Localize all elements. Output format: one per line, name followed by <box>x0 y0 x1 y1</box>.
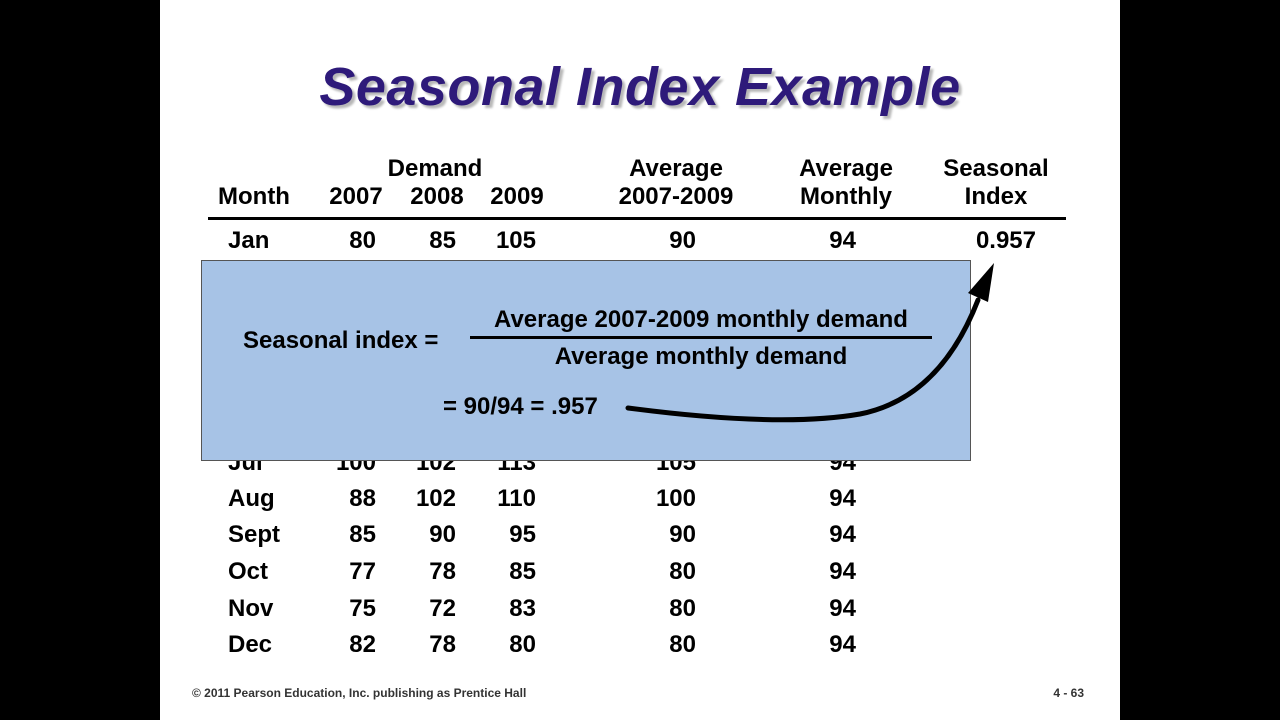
month-cell: Aug <box>228 485 275 512</box>
formula-calculation: = 90/94 = .957 <box>443 393 598 420</box>
formula-numerator: Average 2007-2009 monthly demand <box>494 306 908 333</box>
formula-lhs: Seasonal index = <box>243 327 439 354</box>
header-avg-monthly-line2: Monthly <box>800 183 892 210</box>
header-avg-monthly-line1: Average <box>799 155 893 182</box>
avg-monthly-cell: 94 <box>829 631 856 658</box>
demand-2009-cell: 83 <box>509 595 536 622</box>
demand-2007-cell: 80 <box>349 227 376 254</box>
demand-2008-cell: 85 <box>429 227 456 254</box>
demand-2009-cell: 85 <box>509 558 536 585</box>
avg-monthly-cell: 94 <box>829 595 856 622</box>
average-cell: 80 <box>669 631 696 658</box>
average-cell: 100 <box>655 485 696 512</box>
formula-callout: Seasonal index = Average 2007-2009 month… <box>201 260 971 461</box>
demand-2007-cell: 88 <box>349 485 376 512</box>
header-2007: 2007 <box>329 183 383 210</box>
avg-monthly-cell: 94 <box>829 558 856 585</box>
avg-monthly-cell: 94 <box>829 485 856 512</box>
average-cell: 90 <box>669 227 696 254</box>
demand-2008-cell: 72 <box>429 595 456 622</box>
demand-2008-cell: 102 <box>415 485 456 512</box>
month-cell: Jan <box>228 227 270 254</box>
avg-monthly-cell: 94 <box>829 227 856 254</box>
avg-monthly-cell: 94 <box>829 521 856 548</box>
header-rule <box>208 217 1066 220</box>
seasonal-index-cell: 0.957 <box>975 227 1036 254</box>
average-cell: 80 <box>669 558 696 585</box>
header-month: Month <box>218 183 290 210</box>
month-cell: Nov <box>228 595 274 622</box>
demand-2007-cell: 77 <box>349 558 376 585</box>
header-2009: 2009 <box>490 183 544 210</box>
fraction-bar <box>470 336 932 339</box>
copyright-footer: © 2011 Pearson Education, Inc. publishin… <box>192 686 527 700</box>
header-demand: Demand <box>387 155 483 182</box>
page-number: 4 - 63 <box>1053 686 1084 700</box>
month-cell: Dec <box>228 631 273 658</box>
month-cell: Oct <box>228 558 269 585</box>
demand-2007-cell: 85 <box>349 521 376 548</box>
slide: Seasonal Index Example Demand Month 2007… <box>160 0 1120 720</box>
demand-2008-cell: 90 <box>429 521 456 548</box>
demand-2009-cell: 110 <box>497 485 536 512</box>
average-cell: 90 <box>669 521 696 548</box>
header-average-line1: Average <box>629 155 723 182</box>
header-seasonal-index-line2: Index <box>964 183 1028 210</box>
average-cell: 80 <box>669 595 696 622</box>
month-cell: Sept <box>228 521 281 548</box>
header-seasonal-index-line1: Seasonal <box>943 155 1049 182</box>
demand-2007-cell: 75 <box>349 595 376 622</box>
demand-2008-cell: 78 <box>429 558 456 585</box>
slide-title: Seasonal Index Example <box>319 57 961 117</box>
header-average-line2: 2007-2009 <box>618 183 734 210</box>
demand-2007-cell: 82 <box>349 631 376 658</box>
demand-2009-cell: 105 <box>495 227 536 254</box>
header-2008: 2008 <box>410 183 464 210</box>
demand-2009-cell: 80 <box>509 631 536 658</box>
demand-2008-cell: 78 <box>429 631 456 658</box>
demand-2009-cell: 95 <box>509 521 536 548</box>
formula-denominator: Average monthly demand <box>554 343 848 370</box>
